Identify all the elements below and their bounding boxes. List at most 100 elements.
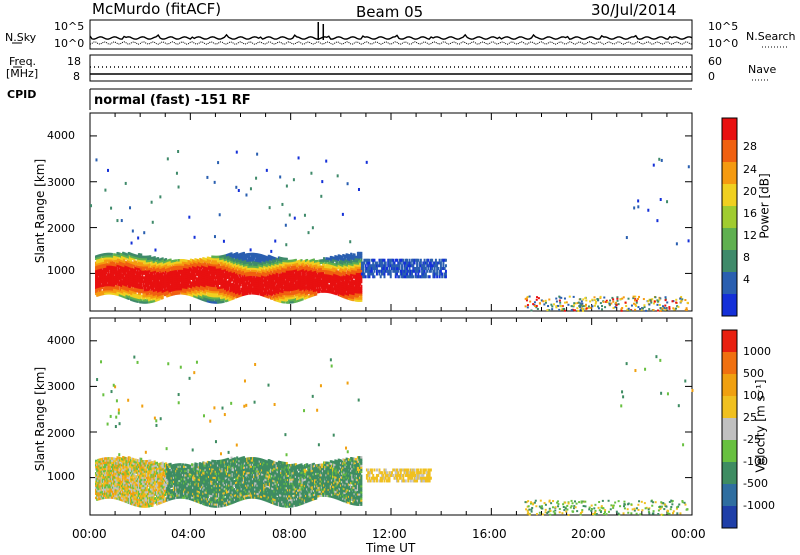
power-cell xyxy=(396,259,398,262)
power-cell xyxy=(426,270,428,273)
power-cell xyxy=(434,275,436,278)
power-cell xyxy=(440,270,442,273)
velocity-colorbar-swatch xyxy=(722,418,737,440)
power-cell xyxy=(371,270,373,273)
power-cell xyxy=(383,273,385,276)
power-cell xyxy=(416,262,418,265)
power-cell xyxy=(360,252,362,255)
power-cell xyxy=(140,253,142,256)
power-cell xyxy=(111,253,113,256)
power-cell xyxy=(365,275,367,278)
power-cell xyxy=(368,262,370,265)
power-cell xyxy=(425,267,427,270)
power-cell xyxy=(412,275,414,278)
power-cell xyxy=(385,264,387,267)
power-cell xyxy=(395,275,397,278)
power-cell xyxy=(376,262,378,265)
power-cell xyxy=(412,264,414,267)
power-cell xyxy=(414,262,416,265)
power-cell xyxy=(401,264,403,267)
power-cell xyxy=(411,273,413,276)
power-cell xyxy=(430,262,432,265)
power-cell xyxy=(394,262,396,265)
power-cell xyxy=(434,267,436,270)
power-cell xyxy=(434,270,436,273)
power-cell xyxy=(362,264,364,267)
power-cell xyxy=(383,275,385,278)
power-cell xyxy=(427,267,429,270)
power-cell xyxy=(378,273,380,276)
power-cell xyxy=(390,273,392,276)
power-cell xyxy=(430,270,432,273)
power-cell xyxy=(390,270,392,273)
noise-search-trace xyxy=(90,42,692,44)
power-cell xyxy=(406,259,408,262)
power-cell xyxy=(416,264,418,267)
power-colorbar-swatch xyxy=(722,294,737,316)
power-cell xyxy=(397,270,399,273)
power-cell xyxy=(363,273,365,276)
power-cell xyxy=(376,273,378,276)
power-cell xyxy=(400,262,402,265)
power-cell xyxy=(401,267,403,270)
power-cell xyxy=(409,259,411,262)
power-cell xyxy=(415,273,417,276)
power-cell xyxy=(442,264,444,267)
power-cell xyxy=(436,275,438,278)
power-cell xyxy=(402,259,404,262)
power-cell xyxy=(390,275,392,278)
power-cell xyxy=(445,275,447,278)
power-scatter xyxy=(90,150,690,312)
velocity-colorbar-swatch xyxy=(722,330,737,352)
power-cell xyxy=(429,275,431,278)
power-cell xyxy=(424,270,426,273)
power-cell xyxy=(409,267,411,270)
power-colorbar-swatch xyxy=(722,228,737,250)
power-cell xyxy=(380,275,382,278)
power-cell xyxy=(399,267,401,270)
power-cell xyxy=(431,259,433,262)
power-cell xyxy=(436,270,438,273)
power-cell xyxy=(439,275,441,278)
power-cell xyxy=(373,275,375,278)
power-colorbar-swatch xyxy=(722,272,737,294)
power-cell xyxy=(440,262,442,265)
power-cell xyxy=(406,267,408,270)
power-cell xyxy=(388,267,390,270)
velocity-colorbar-swatch xyxy=(722,440,737,462)
power-cell xyxy=(363,262,365,265)
power-cell xyxy=(426,262,428,265)
power-cell xyxy=(444,267,446,270)
power-cell xyxy=(417,259,419,262)
velocity-colorbar-swatch xyxy=(722,374,737,396)
velocity-colorbar-swatch xyxy=(722,396,737,418)
power-cell xyxy=(406,273,408,276)
power-cell xyxy=(436,273,438,276)
power-cell xyxy=(399,264,401,267)
power-cell xyxy=(420,259,422,262)
power-cell xyxy=(385,262,387,265)
power-cell xyxy=(368,275,370,278)
power-cell xyxy=(424,264,426,267)
power-cell xyxy=(365,264,367,267)
power-cell xyxy=(441,273,443,276)
power-cell xyxy=(383,259,385,262)
power-cell xyxy=(373,259,375,262)
power-cell xyxy=(420,262,422,265)
power-cell xyxy=(427,259,429,262)
power-cell xyxy=(442,262,444,265)
freq-panel-frame xyxy=(90,55,692,81)
power-cell xyxy=(436,264,438,267)
power-cell xyxy=(362,270,364,273)
velocity-colorbar-swatch xyxy=(722,462,737,484)
power-colorbar-swatch xyxy=(722,118,737,140)
power-cell xyxy=(396,273,398,276)
power-cell xyxy=(381,262,383,265)
power-cell xyxy=(439,259,441,262)
power-cell xyxy=(419,270,421,273)
power-cell xyxy=(376,267,378,270)
power-cell xyxy=(390,262,392,265)
power-cell xyxy=(372,262,374,265)
power-colorbar-swatch xyxy=(722,184,737,206)
